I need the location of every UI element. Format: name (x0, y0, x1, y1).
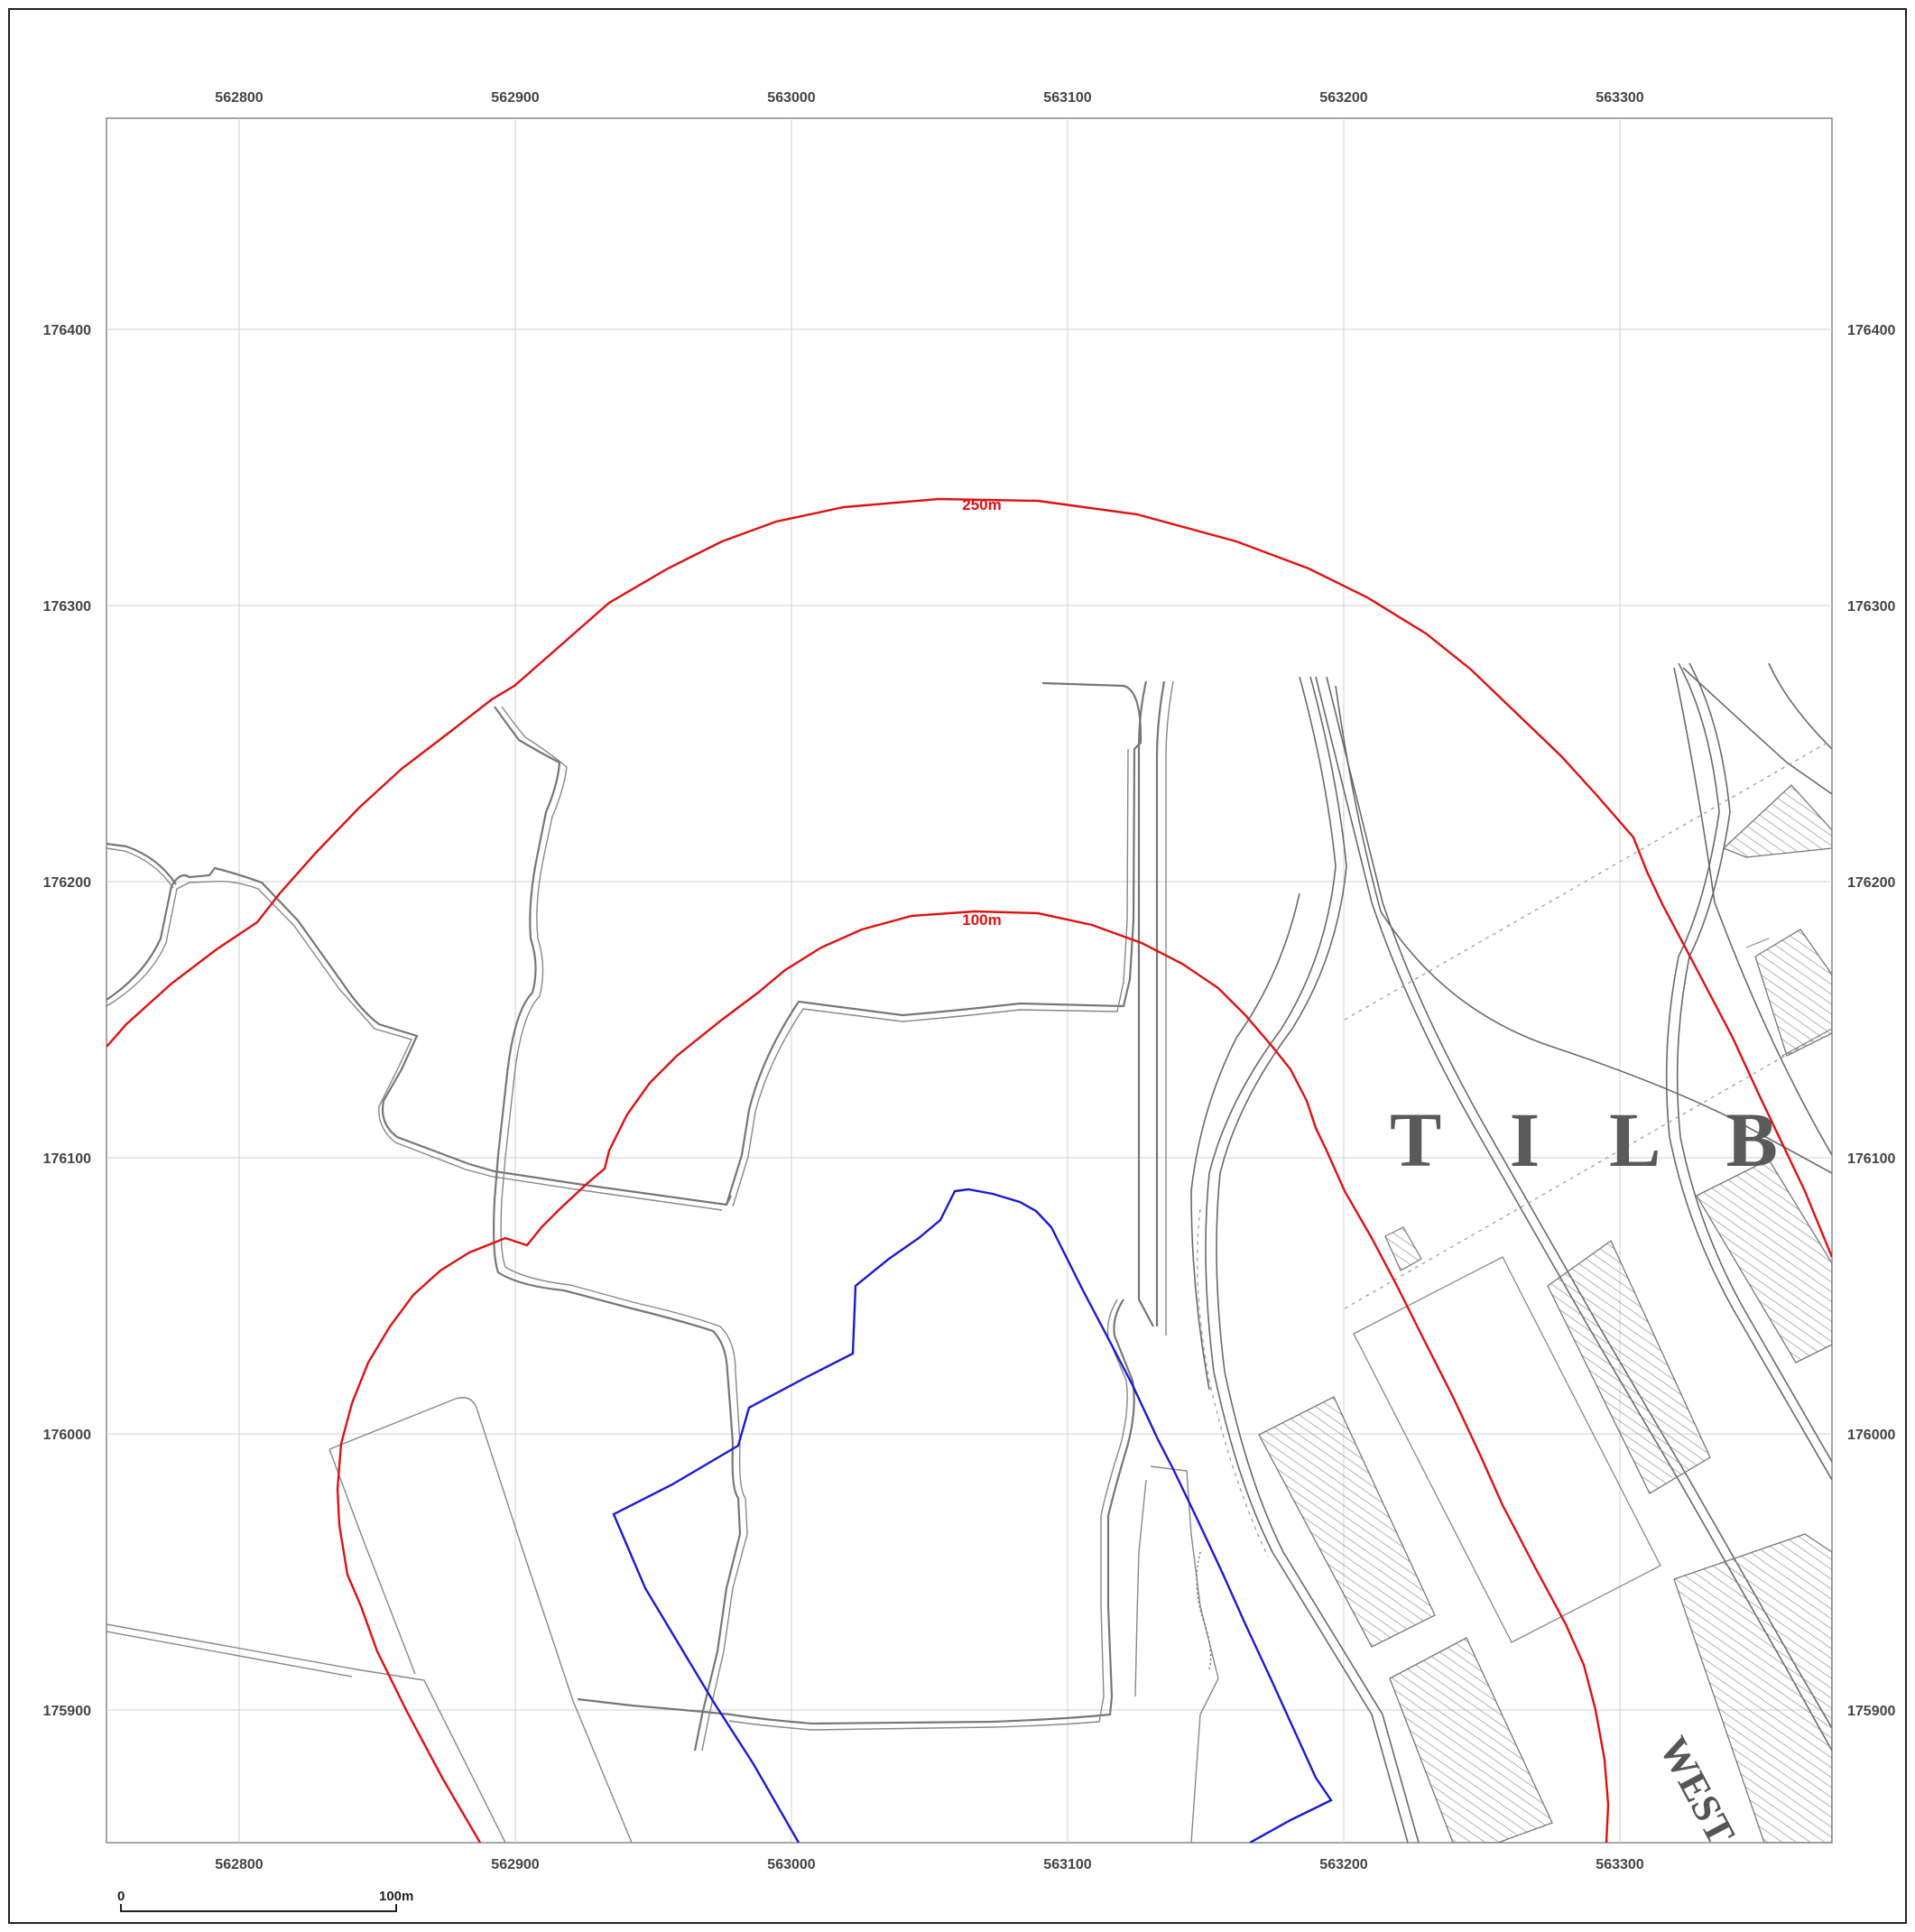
svg-text:563300: 563300 (1596, 90, 1643, 106)
svg-text:176300: 176300 (1847, 599, 1895, 615)
svg-text:562900: 562900 (491, 90, 539, 106)
scale-bar-start-label: 0 (117, 1889, 125, 1904)
warehouse-block (1696, 1159, 1832, 1363)
sheet-border (8, 8, 1907, 1924)
buffer-100m-ring (336, 910, 1610, 1843)
svg-text:563200: 563200 (1319, 1857, 1367, 1872)
svg-text:563000: 563000 (767, 1857, 815, 1872)
svg-text:563300: 563300 (1596, 1857, 1643, 1872)
map-frame (106, 117, 1833, 1844)
svg-text:176000: 176000 (43, 1428, 91, 1443)
coordinate-grid (106, 118, 1832, 1843)
svg-text:562900: 562900 (491, 1857, 539, 1872)
warehouse-block (1258, 1396, 1436, 1648)
warehouse-block (1722, 784, 1832, 858)
svg-text:562800: 562800 (215, 90, 263, 106)
buffer-label-250m: 250m (962, 496, 1001, 513)
svg-text:176200: 176200 (1847, 875, 1895, 891)
warehouse-block (1547, 1240, 1711, 1494)
svg-text:176000: 176000 (1847, 1428, 1895, 1443)
base-map (106, 662, 1832, 1843)
easting-labels-bottom: 562800 562900 563000 563100 563200 56330… (215, 1857, 1643, 1872)
svg-text:563100: 563100 (1043, 90, 1091, 106)
svg-text:176100: 176100 (1847, 1151, 1895, 1167)
scale-bar: 0 100m (117, 1889, 413, 1912)
buffer-250m-ring (106, 497, 1832, 1258)
svg-text:176100: 176100 (43, 1151, 91, 1167)
northing-labels-right: 176400 176300 176200 176100 176000 17590… (1847, 323, 1895, 1719)
svg-text:175900: 175900 (43, 1704, 91, 1719)
svg-text:563000: 563000 (767, 90, 815, 106)
warehouse-block (1754, 929, 1832, 1057)
svg-text:562800: 562800 (215, 1857, 263, 1872)
svg-text:563100: 563100 (1043, 1857, 1091, 1872)
northing-labels-left: 176400 176300 176200 176100 176000 17590… (43, 323, 91, 1719)
svg-text:563200: 563200 (1319, 90, 1367, 106)
svg-text:176200: 176200 (43, 875, 91, 891)
easting-labels-top: 562800 562900 563000 563100 563200 56330… (215, 90, 1643, 106)
buffer-label-100m: 100m (962, 911, 1001, 929)
warehouse-block (1389, 1637, 1553, 1843)
svg-text:176300: 176300 (43, 599, 91, 615)
svg-text:175900: 175900 (1847, 1704, 1895, 1719)
svg-text:176400: 176400 (43, 323, 91, 338)
scale-bar-end-label: 100m (379, 1889, 413, 1904)
site-boundary (612, 1188, 1333, 1843)
warehouse-block (1673, 1533, 1832, 1843)
svg-text:176400: 176400 (1847, 323, 1895, 338)
